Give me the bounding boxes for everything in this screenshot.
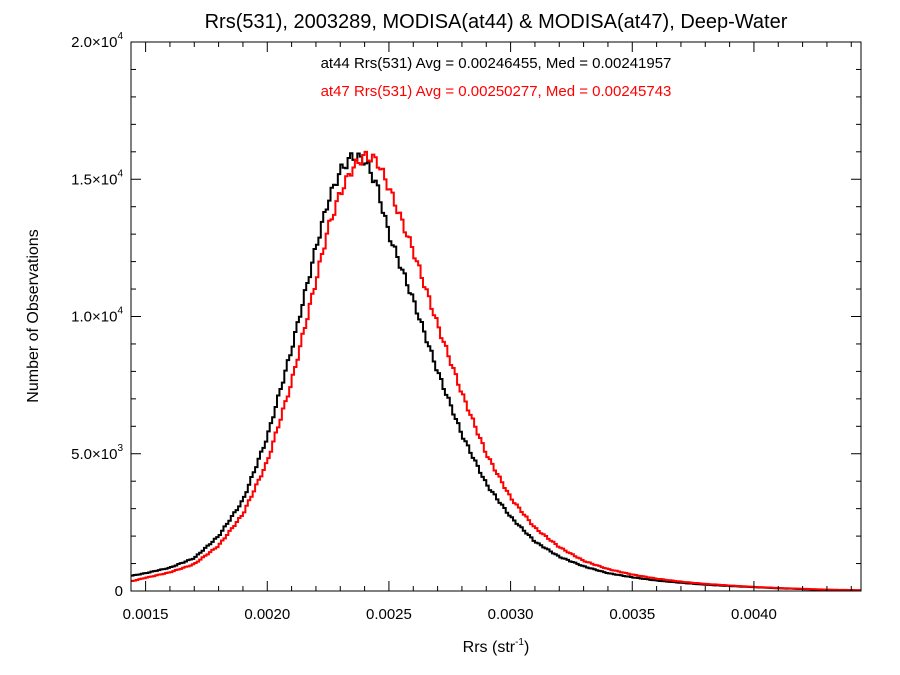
x-axis-title-end: ) xyxy=(524,639,529,656)
x-tick-label-2: 0.0025 xyxy=(366,606,412,623)
series-0-line xyxy=(131,152,861,592)
y-tick-label-2: 1.0×104 xyxy=(71,306,123,326)
y-tick-label-3: 1.5×104 xyxy=(71,168,123,188)
x-tick-label-5: 0.0040 xyxy=(731,606,777,623)
x-axis-title: Rrs (str-1) xyxy=(463,637,530,656)
x-tick-label-1: 0.0020 xyxy=(244,606,290,623)
x-tick-label-0: 0.0015 xyxy=(123,606,169,623)
x-tick-label-3: 0.0030 xyxy=(488,606,534,623)
x-axis-title-sup: -1 xyxy=(515,637,524,648)
y-tick-label-4: 2.0×104 xyxy=(71,31,123,51)
plot-frame xyxy=(130,41,862,592)
y-tick-label-0: 0 xyxy=(115,583,123,600)
legend-at44-stats: at44 Rrs(531) Avg = 0.00246455, Med = 0.… xyxy=(321,55,672,72)
series-1-line xyxy=(131,150,861,592)
x-axis-title-base: Rrs (str xyxy=(463,639,516,656)
chart-title: Rrs(531), 2003289, MODISA(at44) & MODISA… xyxy=(205,11,788,33)
y-axis-title: Number of Observations xyxy=(25,229,42,402)
y-tick-label-1: 5.0×103 xyxy=(71,443,123,463)
x-tick-label-4: 0.0035 xyxy=(609,606,655,623)
legend-at47-stats: at47 Rrs(531) Avg = 0.00250277, Med = 0.… xyxy=(321,83,672,100)
axis-ticks: 0.0015 0.0020 0.0025 0.0030 0.0035 0.0040 0 5.0… xyxy=(71,31,861,623)
series-layer xyxy=(131,150,861,592)
